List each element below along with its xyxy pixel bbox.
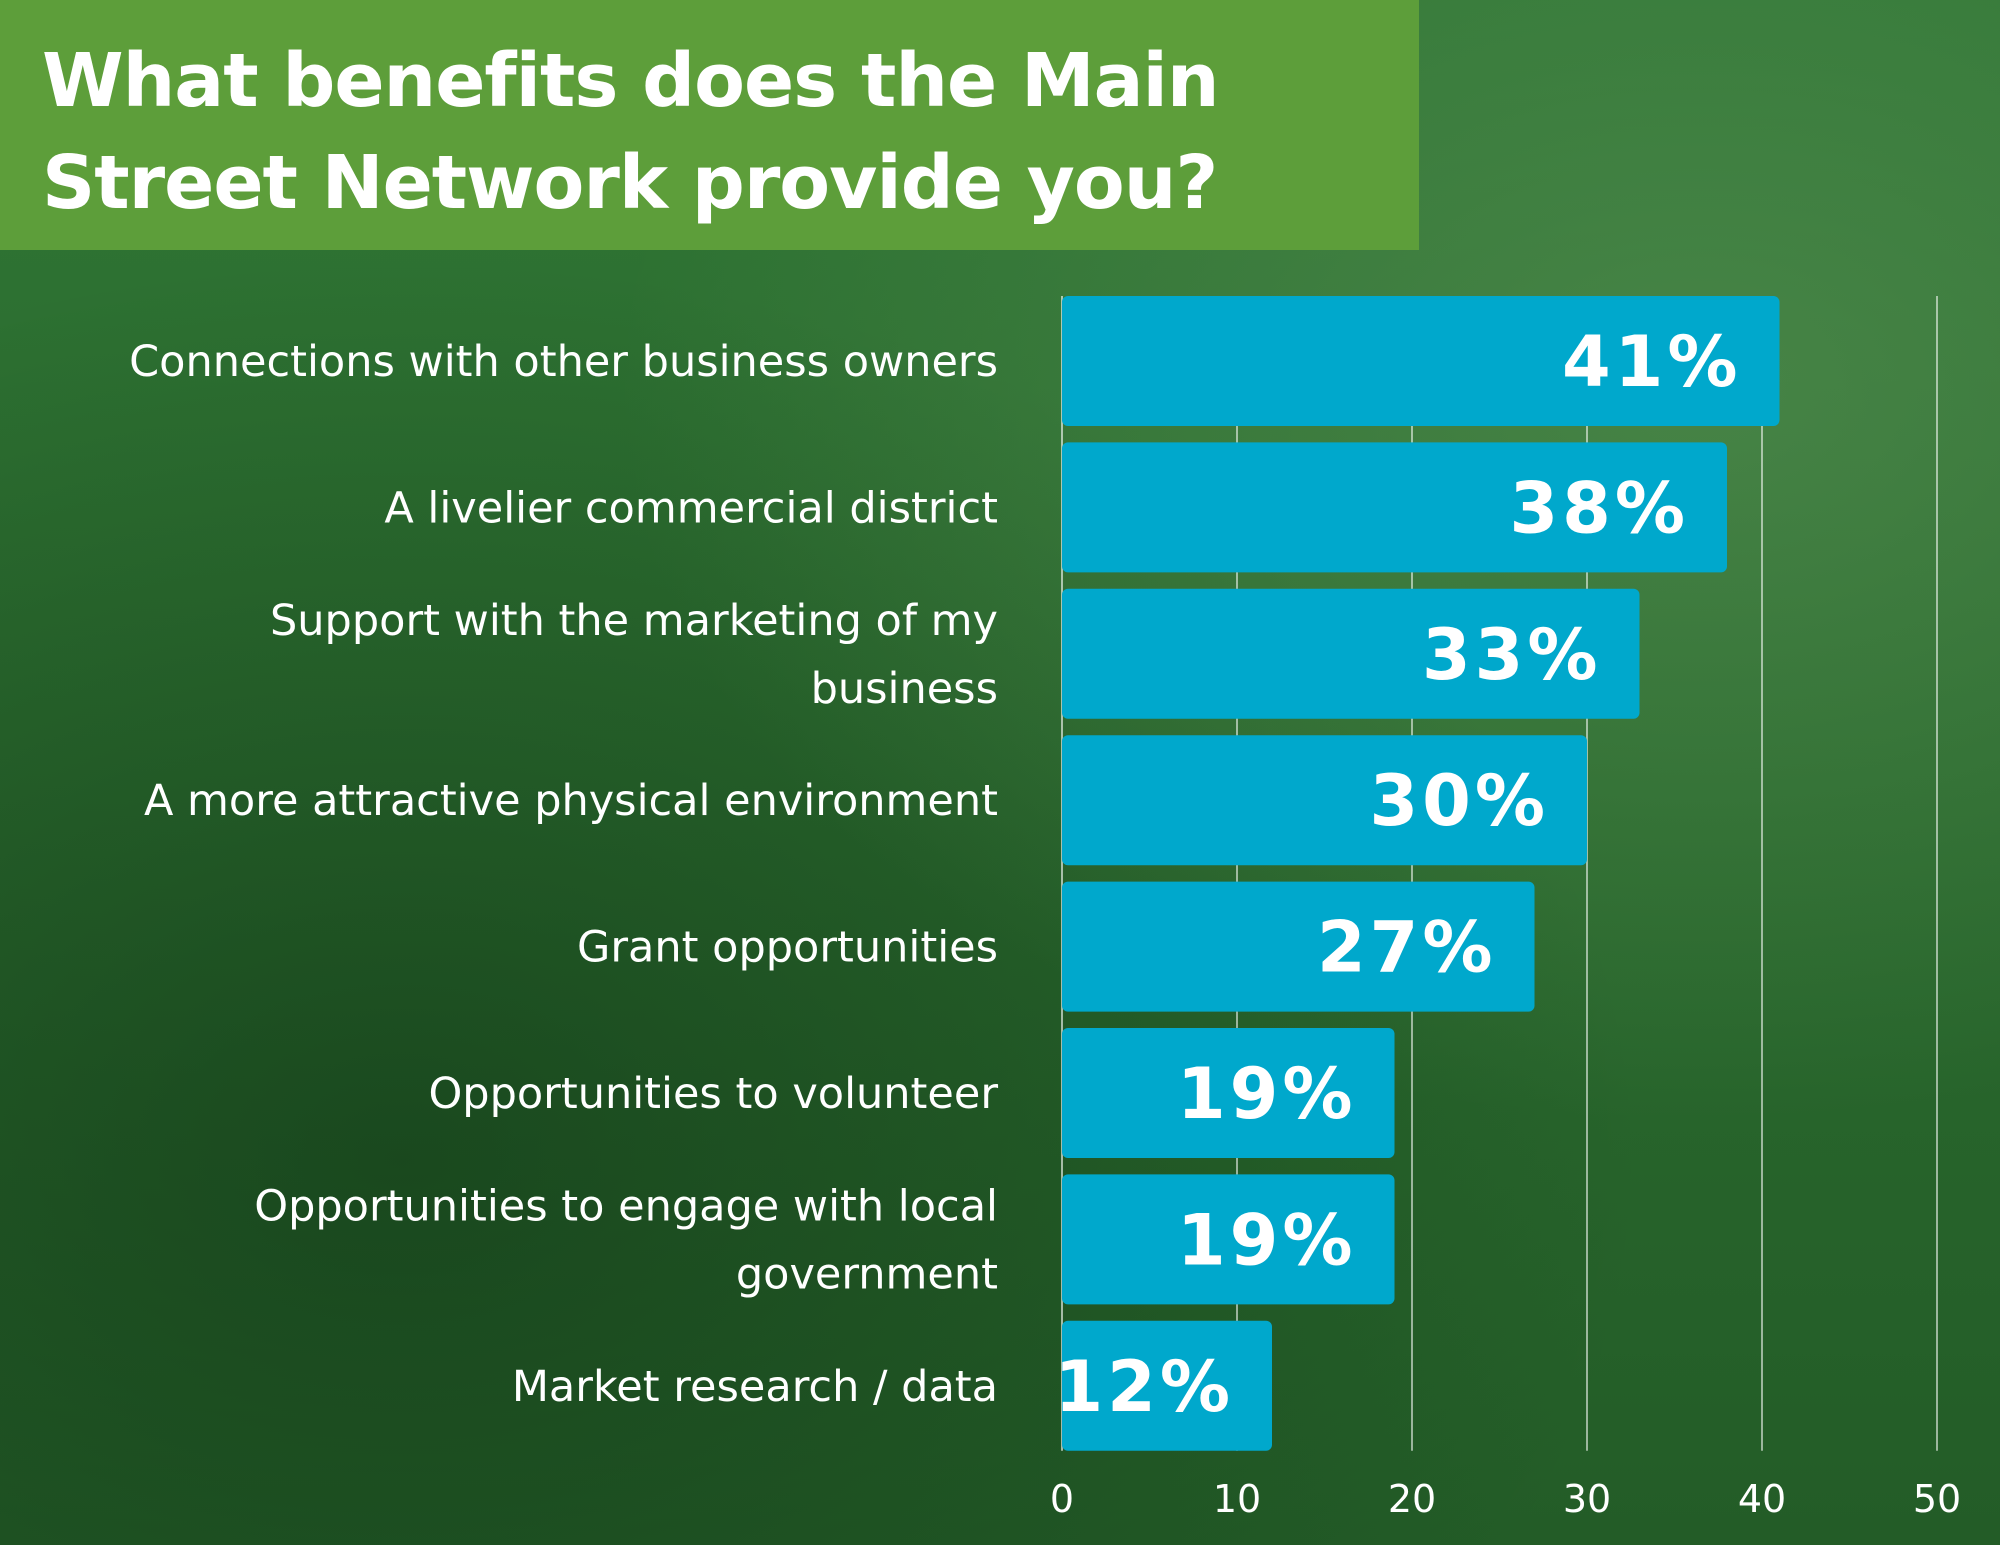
- x-tick-label: 10: [1213, 1477, 1261, 1521]
- bar: [1062, 296, 1780, 426]
- category-label: Opportunities to engage with local: [254, 1181, 998, 1231]
- bar-value-label: 38%: [1509, 467, 1689, 549]
- category-label: Market research / data: [512, 1362, 998, 1412]
- bar-value-label: 30%: [1369, 760, 1549, 842]
- bar: [1062, 1028, 1395, 1158]
- category-label: Grant opportunities: [577, 923, 998, 973]
- category-label: government: [736, 1249, 998, 1299]
- category-label: A more attractive physical environment: [144, 776, 998, 826]
- bar-value-label: 27%: [1317, 907, 1497, 989]
- bar-value-label: 19%: [1177, 1199, 1357, 1281]
- bar-value-label: 19%: [1177, 1053, 1357, 1135]
- bar: [1062, 588, 1640, 719]
- bar-value-label: 12%: [1054, 1346, 1234, 1428]
- x-tick-label: 20: [1388, 1477, 1436, 1521]
- x-tick-label: 0: [1050, 1477, 1074, 1521]
- category-label: business: [811, 664, 998, 714]
- bar: [1062, 1174, 1395, 1305]
- category-label: A livelier commercial district: [384, 483, 998, 533]
- category-label: Support with the marketing of my: [270, 596, 998, 646]
- bar-value-label: 41%: [1562, 321, 1742, 403]
- bar-value-label: 33%: [1422, 614, 1602, 696]
- bar: [1062, 735, 1587, 866]
- bar: [1062, 881, 1535, 1012]
- x-tick-label: 30: [1563, 1477, 1611, 1521]
- bar: [1062, 1320, 1272, 1451]
- category-label: Connections with other business owners: [129, 337, 998, 387]
- bar: [1062, 442, 1727, 573]
- x-tick-label: 50: [1913, 1477, 1961, 1521]
- x-tick-label: 40: [1738, 1477, 1786, 1521]
- title-banner: What benefits does the Main Street Netwo…: [0, 0, 1419, 250]
- category-label: Opportunities to volunteer: [428, 1069, 998, 1119]
- chart-title: What benefits does the Main Street Netwo…: [42, 38, 1220, 226]
